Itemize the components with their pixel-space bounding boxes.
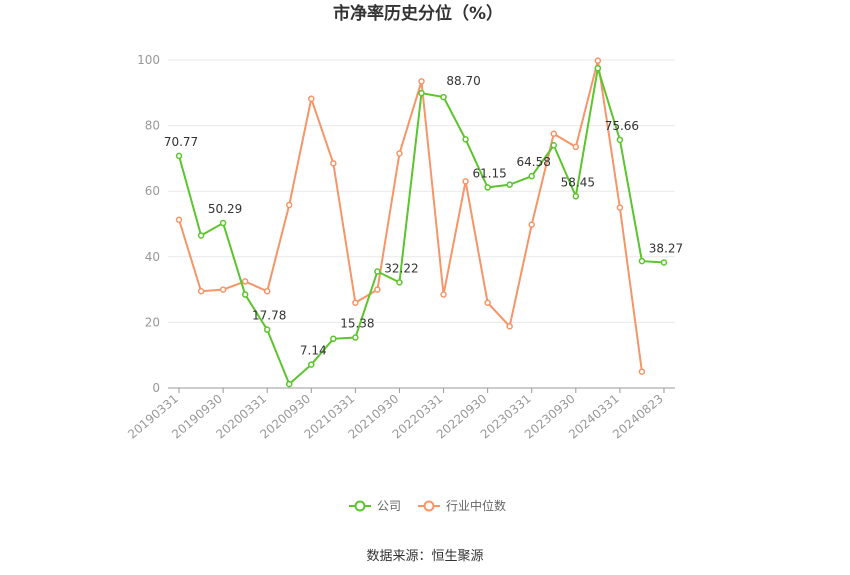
data-label: 50.29 [208, 202, 242, 216]
data-point[interactable] [374, 286, 381, 293]
data-point[interactable] [308, 361, 315, 368]
data-point[interactable] [330, 335, 337, 343]
data-point[interactable] [440, 93, 447, 101]
data-point[interactable] [506, 323, 513, 330]
data-point[interactable] [241, 291, 249, 298]
data-point[interactable] [396, 279, 403, 286]
data-point[interactable] [594, 64, 602, 72]
data-label: 32.22 [384, 261, 418, 275]
y-axis: 0 20 40 60 80 100 [137, 53, 160, 395]
gridlines [168, 59, 675, 323]
data-point[interactable] [263, 287, 271, 295]
data-point[interactable] [572, 193, 580, 200]
y-tick-label: 40 [145, 250, 160, 264]
data-label: 7.14 [300, 344, 327, 358]
y-tick-label: 100 [137, 53, 160, 67]
data-point[interactable] [616, 136, 624, 144]
data-label: 64.58 [517, 155, 551, 169]
legend[interactable]: 公司 行业中位数 [349, 498, 506, 513]
data-point[interactable] [638, 368, 646, 375]
legend-item-1[interactable]: 行业中位数 [418, 498, 506, 513]
y-tick-label: 60 [145, 184, 160, 198]
data-point[interactable] [219, 286, 227, 293]
data-point[interactable] [550, 142, 558, 149]
y-tick-label: 20 [145, 315, 160, 329]
data-point[interactable] [197, 232, 205, 239]
data-point[interactable] [484, 299, 491, 306]
data-point[interactable] [550, 130, 558, 138]
data-point[interactable] [594, 57, 602, 64]
legend-label: 公司 [377, 499, 401, 513]
y-tick-label: 80 [145, 119, 160, 133]
data-point[interactable] [418, 89, 425, 97]
x-axis: 2019033120190930202003312020093020210331… [125, 387, 675, 442]
data-point[interactable] [352, 334, 359, 341]
legend-item-0[interactable]: 公司 [349, 499, 401, 513]
data-point[interactable] [352, 299, 359, 306]
data-label: 75.66 [605, 119, 639, 133]
data-point[interactable] [285, 201, 293, 209]
data-label: 15.38 [340, 317, 374, 331]
data-point[interactable] [638, 257, 646, 265]
data-point[interactable] [263, 326, 271, 333]
legend-label: 行业中位数 [446, 498, 506, 513]
data-point[interactable] [219, 219, 227, 227]
source-note: 数据来源：恒生聚源 [366, 549, 483, 564]
data-point[interactable] [462, 136, 469, 143]
data-point[interactable] [660, 259, 668, 266]
data-point[interactable] [418, 78, 425, 85]
series-layer [175, 57, 668, 388]
series-line-1 [178, 60, 643, 372]
data-point[interactable] [528, 221, 535, 228]
data-labels: 70.77 50.29 17.78 7.14 15.38 32.22 88.70 61.15 6… [164, 74, 683, 358]
data-label: 70.77 [164, 135, 198, 149]
data-label: 17.78 [252, 309, 286, 323]
y-tick-label: 0 [152, 381, 160, 395]
data-point[interactable] [374, 268, 381, 275]
data-point[interactable] [241, 278, 249, 285]
data-point[interactable] [440, 291, 447, 298]
data-point[interactable] [308, 95, 315, 102]
data-point[interactable] [197, 287, 205, 295]
data-point[interactable] [175, 152, 183, 160]
data-label: 61.15 [472, 166, 506, 180]
data-point[interactable] [484, 184, 491, 191]
data-point[interactable] [506, 181, 513, 188]
data-label: 38.27 [649, 241, 683, 255]
data-label: 58.45 [561, 175, 595, 189]
data-label: 88.70 [446, 74, 480, 88]
chart-title: 市净率历史分位（%） [333, 3, 503, 24]
series-line-0 [178, 67, 665, 386]
data-point[interactable] [330, 160, 337, 167]
data-point[interactable] [175, 216, 183, 223]
legend-marker [354, 500, 366, 512]
data-point[interactable] [285, 380, 293, 388]
data-point[interactable] [396, 150, 403, 157]
data-point[interactable] [462, 178, 469, 185]
legend-marker [423, 500, 435, 512]
data-point[interactable] [572, 143, 580, 151]
data-point[interactable] [528, 172, 535, 180]
data-point[interactable] [616, 204, 624, 211]
